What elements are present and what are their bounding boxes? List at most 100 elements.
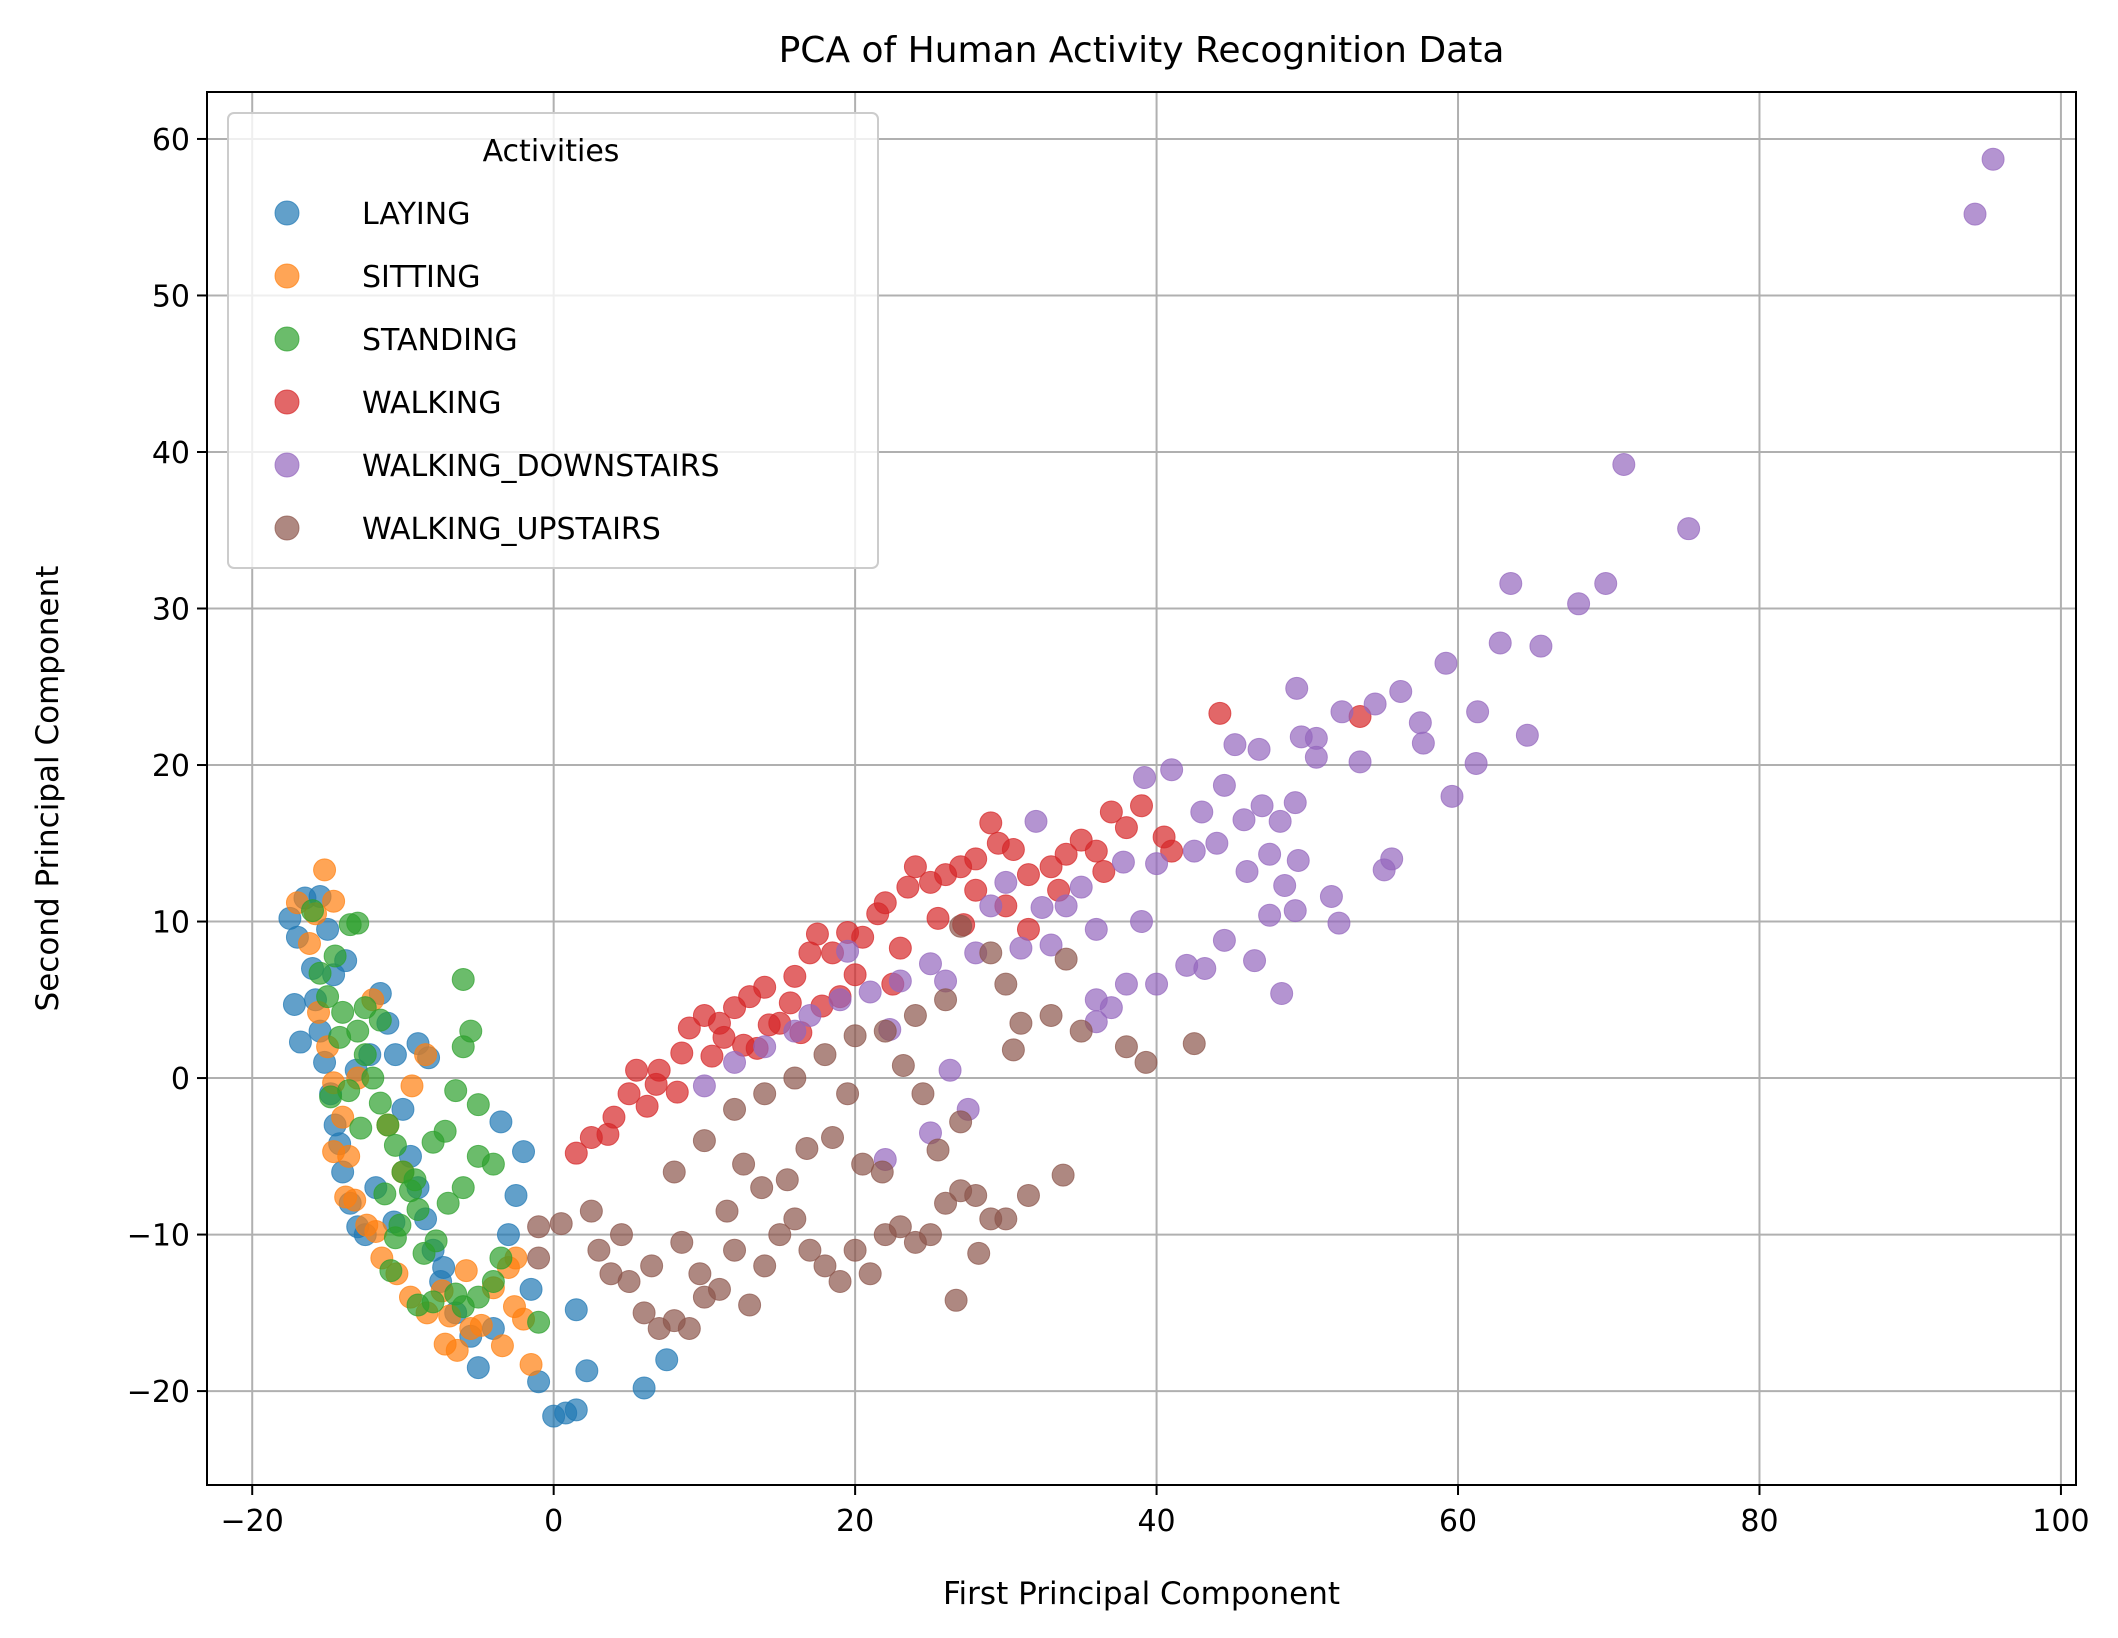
data-point xyxy=(903,1003,927,1027)
data-point xyxy=(1258,842,1282,866)
data-point xyxy=(888,936,912,960)
data-point xyxy=(564,1298,588,1322)
y-tick-label: 40 xyxy=(152,436,190,471)
data-point xyxy=(1134,1050,1158,1074)
data-point xyxy=(918,952,942,976)
data-point xyxy=(466,1093,490,1117)
legend-item: STANDING xyxy=(274,323,518,358)
data-point xyxy=(466,1144,490,1168)
data-point xyxy=(778,991,802,1015)
data-point xyxy=(979,894,1003,918)
data-point xyxy=(454,1259,478,1283)
data-point xyxy=(313,858,337,882)
data-point xyxy=(1677,517,1701,541)
data-point xyxy=(549,1212,573,1236)
data-point xyxy=(1016,863,1040,887)
x-tick-label: 20 xyxy=(836,1504,874,1539)
data-point xyxy=(451,1035,475,1059)
data-point xyxy=(836,1082,860,1106)
legend-item: SITTING xyxy=(274,260,481,295)
data-point xyxy=(504,1183,528,1207)
series-standing xyxy=(301,899,551,1334)
x-tick-label: 100 xyxy=(2032,1504,2089,1539)
data-point xyxy=(1243,949,1267,973)
data-point xyxy=(843,1238,867,1262)
x-tick-label: 0 xyxy=(544,1504,563,1539)
data-point xyxy=(575,1359,599,1383)
data-point xyxy=(938,1058,962,1082)
data-point xyxy=(640,1254,664,1278)
data-point xyxy=(715,1199,739,1223)
y-tick-label: 10 xyxy=(152,906,190,941)
data-point xyxy=(798,1003,822,1027)
legend-marker xyxy=(274,452,300,478)
data-point xyxy=(979,811,1003,835)
data-point xyxy=(1258,903,1282,927)
data-point xyxy=(632,1301,656,1325)
data-point xyxy=(364,1219,388,1243)
data-point xyxy=(346,911,370,935)
data-point xyxy=(564,1398,588,1422)
data-point xyxy=(599,1262,623,1286)
legend-label: WALKING_UPSTAIRS xyxy=(362,512,661,547)
series-walking-downstairs xyxy=(692,147,2005,1171)
data-point xyxy=(949,914,973,938)
legend-marker xyxy=(274,263,300,289)
data-point xyxy=(1051,1163,1075,1187)
data-point xyxy=(665,1080,689,1104)
data-point xyxy=(323,944,347,968)
data-point xyxy=(1515,723,1539,747)
data-point xyxy=(918,1223,942,1247)
data-point xyxy=(783,964,807,988)
y-tick-label: 30 xyxy=(152,593,190,628)
data-point xyxy=(1270,982,1294,1006)
data-point xyxy=(750,1176,774,1200)
data-point xyxy=(1182,839,1206,863)
data-point xyxy=(316,917,340,941)
data-point xyxy=(1247,737,1271,761)
data-point xyxy=(1024,809,1048,833)
data-point xyxy=(644,1072,668,1096)
x-tick-label: 60 xyxy=(1439,1504,1477,1539)
data-point xyxy=(1285,676,1309,700)
data-point xyxy=(768,1223,792,1247)
x-tick-label: 80 xyxy=(1740,1504,1778,1539)
data-point xyxy=(783,1019,807,1043)
data-point xyxy=(1054,842,1078,866)
data-point xyxy=(732,1152,756,1176)
legend-label: WALKING xyxy=(362,386,501,421)
data-point xyxy=(379,1259,403,1283)
data-point xyxy=(753,1082,777,1106)
data-point xyxy=(1250,794,1274,818)
y-tick-label: 50 xyxy=(152,279,190,314)
data-point xyxy=(1235,859,1259,883)
data-point xyxy=(1001,838,1025,862)
data-point xyxy=(451,1176,475,1200)
data-point xyxy=(1039,933,1063,957)
data-point xyxy=(870,1160,894,1184)
data-point xyxy=(1319,884,1343,908)
data-point xyxy=(1304,745,1328,769)
data-point xyxy=(700,1044,724,1068)
data-point xyxy=(1084,917,1108,941)
data-point xyxy=(753,975,777,999)
data-point xyxy=(1114,1035,1138,1059)
data-point xyxy=(496,1223,520,1247)
data-point xyxy=(813,1254,837,1278)
data-point xyxy=(322,889,346,913)
data-point xyxy=(527,1246,551,1270)
data-point xyxy=(368,1091,392,1115)
data-point xyxy=(1594,571,1618,595)
data-point xyxy=(655,1348,679,1372)
data-point xyxy=(1092,859,1116,883)
data-point xyxy=(994,972,1018,996)
data-point xyxy=(519,1277,543,1301)
series-sitting xyxy=(285,858,543,1376)
data-point xyxy=(489,1246,513,1270)
data-point xyxy=(1981,147,2005,171)
data-point xyxy=(331,1000,355,1024)
data-point xyxy=(1145,972,1169,996)
data-point xyxy=(490,1334,514,1358)
data-point xyxy=(798,1238,822,1262)
data-point xyxy=(757,1013,781,1037)
